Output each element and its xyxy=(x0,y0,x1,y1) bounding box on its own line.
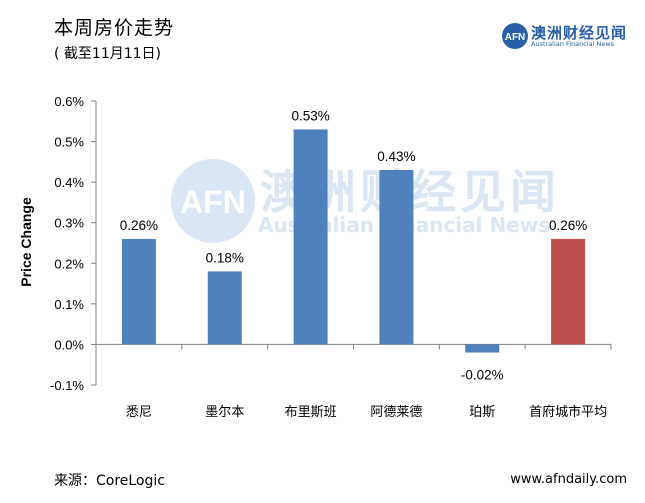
logo-name-cn: 澳洲财经见闻 xyxy=(531,24,628,42)
bar xyxy=(379,169,414,345)
category-label: 悉尼 xyxy=(126,405,152,420)
data-label: 0.18% xyxy=(206,250,244,265)
data-label: 0.53% xyxy=(291,108,329,123)
source-note: 来源：CoreLogic xyxy=(54,473,165,489)
y-tick-label: 0.2% xyxy=(54,256,84,271)
chart-title: 本周房价走势 xyxy=(54,17,175,39)
bar xyxy=(465,344,500,353)
category-label: 布里斯班 xyxy=(285,405,337,420)
y-tick-label: 0.6% xyxy=(54,94,84,109)
data-label: 0.26% xyxy=(120,218,158,233)
category-label: 首府城市平均 xyxy=(529,404,607,420)
bar xyxy=(551,238,586,345)
y-tick-label: 0.5% xyxy=(54,135,84,150)
y-tick-label: 0.0% xyxy=(54,337,84,352)
y-tick-label: 0.4% xyxy=(54,175,84,190)
afn-logo-icon: AFN xyxy=(502,23,528,49)
website-url: www.afndaily.com xyxy=(510,472,627,487)
logo-name-en: Australian Financial News xyxy=(531,40,615,48)
bar xyxy=(207,271,242,345)
category-label: 珀斯 xyxy=(469,405,495,420)
y-tick-label: 0.3% xyxy=(54,216,84,231)
y-tick-label: 0.1% xyxy=(54,297,84,312)
data-label: 0.43% xyxy=(377,149,415,164)
data-label: -0.02% xyxy=(461,368,504,383)
y-axis-label: Price Change xyxy=(18,197,34,287)
y-tick-label: -0.1% xyxy=(50,378,84,393)
chart-subtitle: ( 截至11月11日) xyxy=(54,46,162,62)
logo-mark-text: AFN xyxy=(505,32,526,43)
category-label: 阿德莱德 xyxy=(370,405,422,420)
bar xyxy=(121,238,156,345)
bar xyxy=(293,129,328,345)
data-label: 0.26% xyxy=(549,218,587,233)
afn-logo: AFN 澳洲财经见闻 Australian Financial News xyxy=(501,22,641,50)
category-label: 墨尔本 xyxy=(205,405,244,420)
